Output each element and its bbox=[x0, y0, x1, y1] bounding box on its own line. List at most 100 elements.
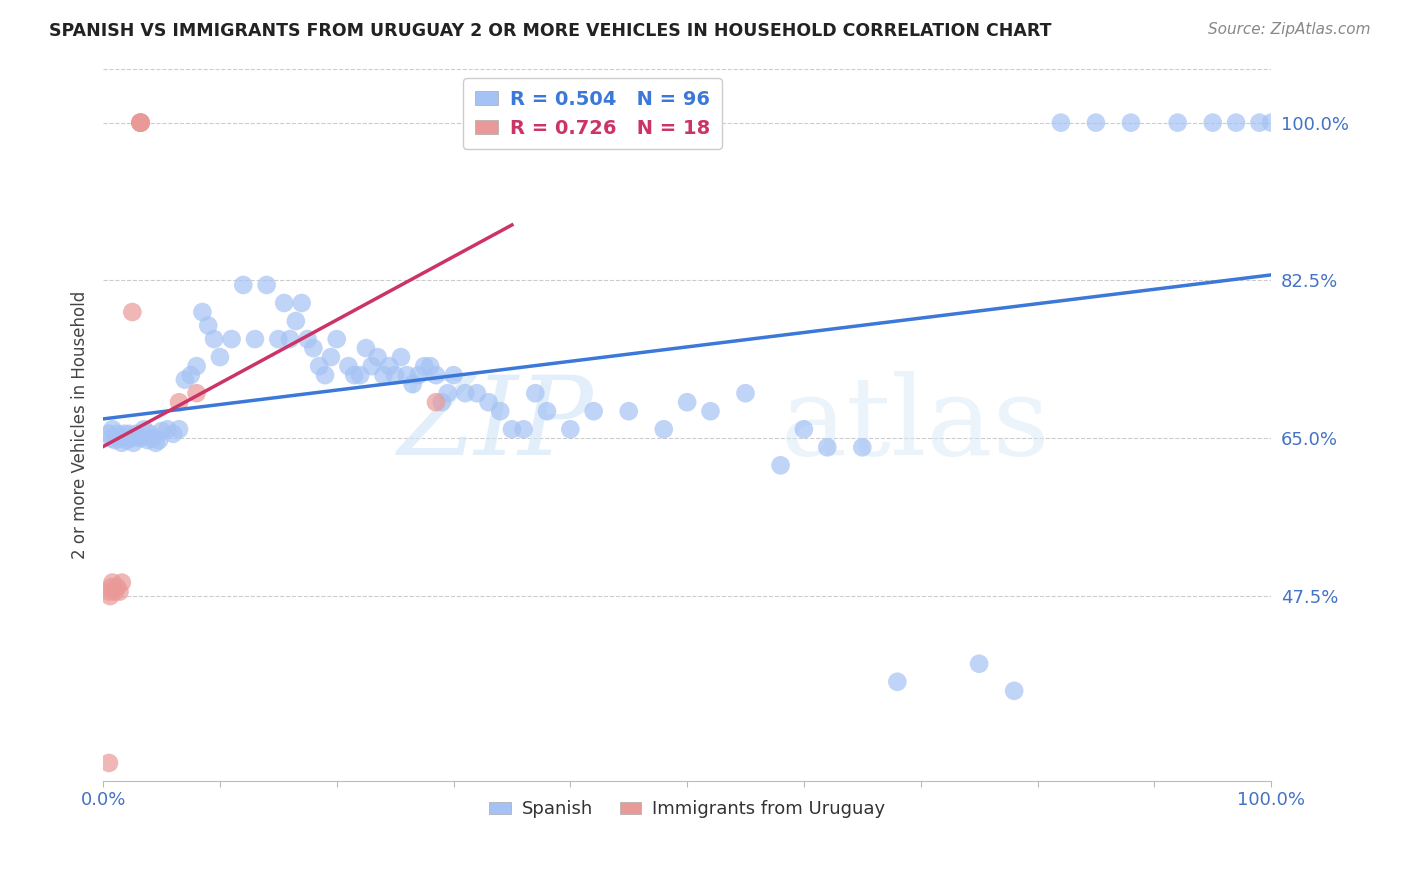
Point bbox=[148, 433, 170, 447]
Point bbox=[145, 435, 167, 450]
Point bbox=[308, 359, 330, 373]
Point bbox=[465, 386, 488, 401]
Point bbox=[443, 368, 465, 383]
Point bbox=[734, 386, 756, 401]
Point bbox=[489, 404, 512, 418]
Point bbox=[425, 368, 447, 383]
Y-axis label: 2 or more Vehicles in Household: 2 or more Vehicles in Household bbox=[72, 291, 89, 559]
Point bbox=[186, 359, 208, 373]
Point bbox=[112, 426, 135, 441]
Point bbox=[384, 368, 406, 383]
Point bbox=[360, 359, 382, 373]
Point bbox=[395, 368, 418, 383]
Point bbox=[1260, 115, 1282, 129]
Text: ZIP: ZIP bbox=[398, 371, 593, 478]
Legend: Spanish, Immigrants from Uruguay: Spanish, Immigrants from Uruguay bbox=[482, 793, 893, 825]
Point bbox=[101, 422, 124, 436]
Point bbox=[104, 584, 127, 599]
Point bbox=[430, 395, 453, 409]
Point bbox=[132, 422, 155, 436]
Point bbox=[524, 386, 547, 401]
Point bbox=[401, 377, 423, 392]
Point bbox=[150, 424, 173, 438]
Point bbox=[167, 422, 190, 436]
Point bbox=[343, 368, 366, 383]
Point bbox=[127, 429, 149, 443]
Point bbox=[413, 359, 436, 373]
Point bbox=[101, 575, 124, 590]
Point bbox=[676, 395, 699, 409]
Text: Source: ZipAtlas.com: Source: ZipAtlas.com bbox=[1208, 22, 1371, 37]
Point bbox=[129, 115, 152, 129]
Point bbox=[582, 404, 605, 418]
Point bbox=[302, 341, 325, 355]
Point bbox=[1119, 115, 1142, 129]
Point bbox=[378, 359, 401, 373]
Point bbox=[98, 426, 121, 441]
Point bbox=[1249, 115, 1271, 129]
Point bbox=[180, 368, 202, 383]
Point bbox=[851, 440, 873, 454]
Point bbox=[1225, 115, 1247, 129]
Point bbox=[136, 433, 159, 447]
Point bbox=[98, 756, 121, 770]
Point bbox=[425, 395, 447, 409]
Point bbox=[156, 422, 179, 436]
Point bbox=[121, 305, 143, 319]
Point bbox=[208, 350, 231, 364]
Point bbox=[273, 296, 295, 310]
Point bbox=[232, 277, 254, 292]
Point bbox=[141, 431, 163, 445]
Point bbox=[373, 368, 395, 383]
Point bbox=[162, 426, 184, 441]
Point bbox=[111, 435, 134, 450]
Text: atlas: atlas bbox=[780, 371, 1050, 478]
Point bbox=[436, 386, 458, 401]
Point bbox=[349, 368, 371, 383]
Point bbox=[325, 332, 347, 346]
Point bbox=[100, 580, 122, 594]
Point bbox=[105, 580, 128, 594]
Point bbox=[408, 368, 430, 383]
Point bbox=[197, 318, 219, 333]
Point bbox=[337, 359, 360, 373]
Point bbox=[111, 575, 134, 590]
Point bbox=[278, 332, 301, 346]
Point bbox=[284, 314, 307, 328]
Point bbox=[118, 426, 141, 441]
Point bbox=[560, 422, 582, 436]
Point bbox=[173, 373, 195, 387]
Point bbox=[1084, 115, 1107, 129]
Point bbox=[129, 431, 152, 445]
Point bbox=[1050, 115, 1073, 129]
Point bbox=[886, 674, 908, 689]
Point bbox=[139, 426, 162, 441]
Point bbox=[1167, 115, 1189, 129]
Point bbox=[419, 359, 441, 373]
Point bbox=[536, 404, 558, 418]
Point bbox=[1202, 115, 1225, 129]
Point bbox=[319, 350, 342, 364]
Point bbox=[512, 422, 534, 436]
Point bbox=[129, 115, 152, 129]
Point bbox=[108, 584, 131, 599]
Point bbox=[221, 332, 243, 346]
Point bbox=[1002, 683, 1025, 698]
Point bbox=[120, 431, 142, 445]
Point bbox=[652, 422, 675, 436]
Point bbox=[129, 115, 152, 129]
Point bbox=[256, 277, 278, 292]
Point bbox=[129, 115, 152, 129]
Point bbox=[110, 431, 132, 445]
Point bbox=[167, 395, 190, 409]
Point bbox=[122, 435, 145, 450]
Point bbox=[367, 350, 389, 364]
Point bbox=[291, 296, 314, 310]
Point bbox=[793, 422, 815, 436]
Point bbox=[243, 332, 266, 346]
Point bbox=[815, 440, 838, 454]
Point bbox=[297, 332, 319, 346]
Point bbox=[477, 395, 499, 409]
Point bbox=[202, 332, 225, 346]
Point bbox=[454, 386, 477, 401]
